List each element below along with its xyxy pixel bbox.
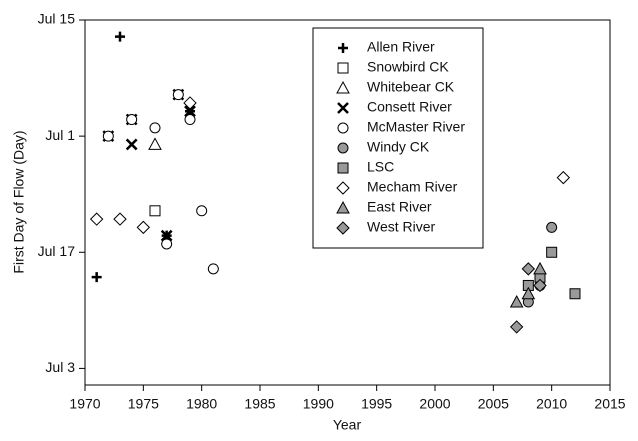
point — [102, 130, 114, 142]
y-tick-label: Jul 15 — [38, 11, 76, 27]
point — [521, 262, 536, 276]
point — [546, 246, 558, 258]
x-tick-label: 2000 — [419, 396, 450, 412]
x-tick-label: 1975 — [128, 396, 159, 412]
x-tick-label: 2005 — [478, 396, 509, 412]
legend-label: West River — [367, 219, 436, 235]
point — [172, 89, 184, 101]
legend-marker — [336, 80, 350, 94]
legend-marker — [337, 62, 349, 74]
point — [91, 272, 102, 283]
point — [556, 170, 571, 185]
point — [183, 96, 197, 110]
point — [521, 286, 536, 300]
point — [125, 138, 138, 151]
y-axis-label: First Day of Flow (Day) — [11, 130, 27, 273]
point — [89, 212, 104, 226]
point — [533, 261, 547, 275]
legend-marker — [338, 43, 348, 53]
legend-marker — [337, 162, 349, 174]
legend-label: Snowbird CK — [367, 59, 449, 75]
point — [546, 221, 558, 233]
x-axis-label: Year — [333, 417, 362, 433]
y-tick-label: Jul 3 — [45, 359, 75, 375]
point — [196, 205, 208, 217]
point — [136, 220, 151, 235]
legend-label: Windy CK — [367, 139, 430, 155]
point — [207, 263, 219, 275]
point — [149, 205, 161, 217]
legend-label: Consett River — [367, 99, 452, 115]
legend-marker — [337, 102, 349, 114]
legend-marker — [337, 122, 349, 134]
x-tick-label: 1985 — [244, 396, 275, 412]
legend-label: East River — [367, 199, 432, 215]
point — [115, 31, 125, 42]
point — [509, 320, 524, 334]
legend-marker — [337, 142, 349, 154]
legend-marker — [336, 221, 350, 235]
legend-label: LSC — [367, 159, 394, 175]
x-tick-label: 1990 — [303, 396, 334, 412]
point — [161, 238, 173, 250]
point — [148, 137, 162, 150]
point — [149, 122, 161, 134]
point — [160, 229, 173, 242]
point — [569, 288, 581, 300]
point — [184, 114, 196, 126]
point — [184, 105, 196, 118]
x-tick-label: 2015 — [594, 396, 625, 412]
point — [113, 212, 127, 226]
x-tick-label: 1995 — [361, 396, 392, 412]
legend-marker — [336, 200, 350, 214]
point — [126, 114, 138, 126]
point — [533, 278, 547, 293]
legend-label: Allen River — [367, 39, 435, 55]
plot-frame — [84, 19, 611, 386]
y-tick-label: Jul 17 — [38, 243, 76, 259]
point — [509, 295, 524, 308]
y-tick-label: Jul 1 — [45, 127, 75, 143]
legend-label: McMaster River — [367, 119, 465, 135]
legend-marker — [336, 181, 350, 195]
legend-label: Whitebear CK — [367, 79, 455, 95]
x-tick-label: 1980 — [186, 396, 217, 412]
x-tick-label: 1970 — [69, 396, 100, 412]
x-tick-label: 2010 — [536, 396, 567, 412]
legend-label: Mecham River — [367, 179, 458, 195]
